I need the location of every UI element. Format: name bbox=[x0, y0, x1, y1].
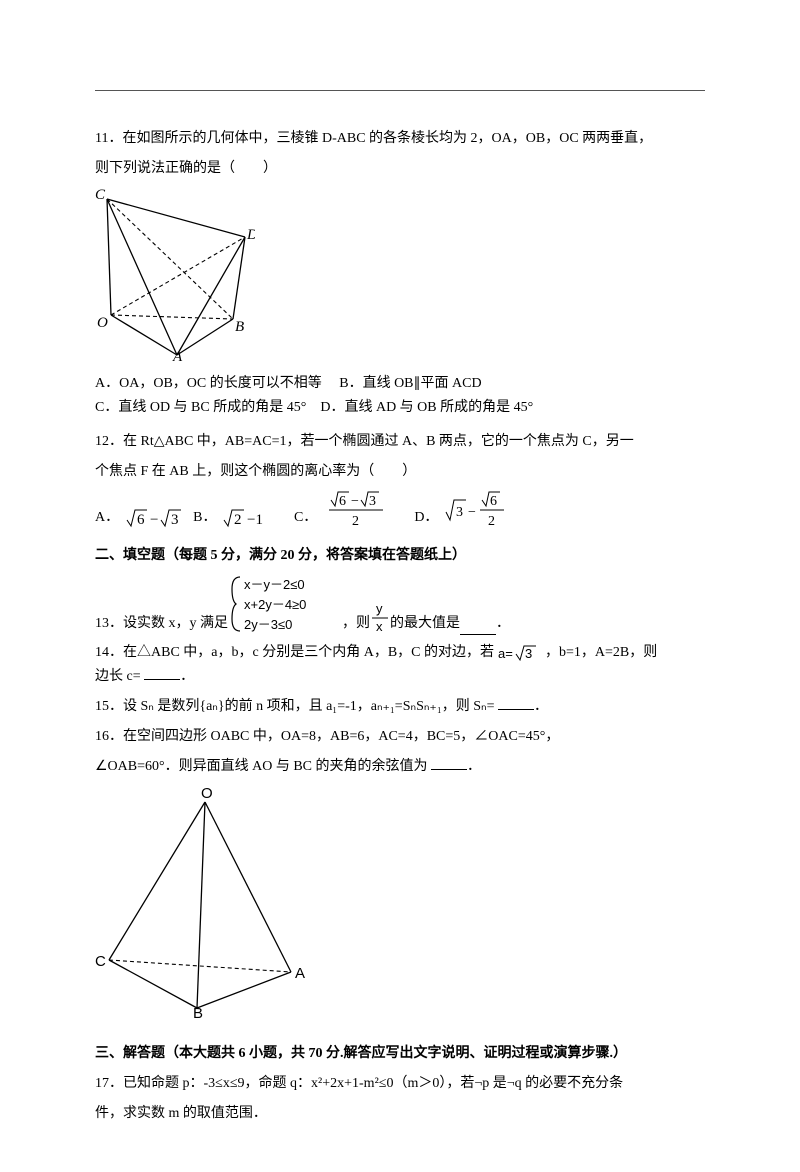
formula-sqrt2-minus-1: 2 −1 bbox=[222, 506, 278, 530]
q11-options: A．OA，OB，OC 的长度可以不相等 B．直线 OB∥平面 ACD C．直线 … bbox=[95, 372, 705, 420]
q13-frac-yx: y x bbox=[370, 601, 390, 635]
q11-optD: D．直线 AD 与 OB 所成的角是 45° bbox=[320, 400, 533, 415]
svg-text:3: 3 bbox=[456, 505, 463, 520]
q16-figure: O C A B bbox=[95, 784, 705, 1028]
q14-blank bbox=[144, 667, 180, 680]
formula-sqrt3-minus-sqrt6-over-2: 3 − 6 2 bbox=[444, 490, 520, 530]
label-O2: O bbox=[201, 785, 213, 802]
q14-post1: ，b=1，A=2B，则 bbox=[545, 645, 657, 660]
q13-post: 的最大值是 bbox=[390, 612, 460, 636]
q13-frac-bot: x bbox=[376, 619, 383, 634]
svg-text:6: 6 bbox=[490, 494, 497, 509]
q11-optA: A．OA，OB，OC 的长度可以不相等 bbox=[95, 376, 322, 391]
svg-text:−: − bbox=[351, 494, 359, 509]
q14-a-eq-sqrt3: a= 3 bbox=[498, 643, 542, 663]
q11-figure: C D O B A bbox=[95, 187, 705, 371]
q16-blank bbox=[431, 757, 467, 770]
q12-line1: 12．在 Rt△ABC 中，AB=AC=1，若一个椭圆通过 A、B 两点，它的一… bbox=[95, 430, 705, 454]
svg-text:2: 2 bbox=[488, 514, 495, 529]
formula-sqrt6-minus-sqrt3-over-2: 6 − 3 2 bbox=[323, 490, 395, 530]
q17-line1: 17．已知命题 p：-3≤x≤9，命题 q：x²+2x+1-m²≤0（m＞0），… bbox=[95, 1072, 705, 1096]
q11-line1: 11．在如图所示的几何体中，三棱锥 D-ABC 的各条棱长均为 2，OA，OB，… bbox=[95, 127, 705, 151]
formula-sqrt6-minus-sqrt3: 6 − 3 bbox=[125, 506, 187, 530]
q12-optC-label: C． bbox=[294, 506, 317, 530]
q11-optB: B．直线 OB∥平面 ACD bbox=[339, 376, 481, 391]
q12-optD-label: D． bbox=[414, 506, 438, 530]
svg-text:2: 2 bbox=[352, 514, 359, 529]
svg-text:3: 3 bbox=[369, 494, 376, 509]
q16-line2: ∠OAB=60°．则异面直线 AO 与 BC 的夹角的余弦值为 bbox=[95, 759, 428, 774]
top-rule bbox=[95, 90, 705, 91]
q12-options: A． 6 − 3 B． 2 −1 C． 6 − bbox=[95, 490, 705, 530]
q15-blank bbox=[498, 697, 534, 710]
svg-text:3: 3 bbox=[525, 646, 532, 661]
q13-pre: 13．设实数 x，y 满足 bbox=[95, 612, 228, 636]
q13-blank bbox=[460, 622, 496, 635]
label-A2: A bbox=[295, 965, 305, 982]
q13-frac-top: y bbox=[376, 601, 383, 616]
section2-title: 二、填空题（每题 5 分，满分 20 分，将答案填在答题纸上） bbox=[95, 544, 705, 568]
q12-optA-label: A． bbox=[95, 506, 119, 530]
q14: 14．在△ABC 中，a，b，c 分别是三个内角 A，B，C 的对边，若 a= … bbox=[95, 641, 705, 689]
q13-mid: ，则 bbox=[342, 612, 370, 636]
q13-sys-line1: x－y－2≤0 bbox=[244, 577, 305, 592]
section3-title: 三、解答题（本大题共 6 小题，共 70 分.解答应写出文字说明、证明过程或演算… bbox=[95, 1042, 705, 1066]
svg-text:6: 6 bbox=[137, 512, 145, 528]
q11-optC: C．直线 OD 与 BC 所成的角是 45° bbox=[95, 400, 306, 415]
svg-text:2: 2 bbox=[234, 512, 242, 528]
tetrahedron-dabc-diagram: C D O B A bbox=[95, 187, 255, 362]
q14-line2: 边长 c= bbox=[95, 669, 141, 684]
q14-pre: 14．在△ABC 中，a，b，c 分别是三个内角 A，B，C 的对边，若 bbox=[95, 645, 498, 660]
svg-text:−1: −1 bbox=[247, 512, 263, 528]
svg-text:−: − bbox=[468, 505, 476, 520]
label-C: C bbox=[95, 187, 106, 203]
q15-text: 15．设 Sₙ 是数列{aₙ}的前 n 项和，且 a₁=-1，aₙ₊₁=SₙSₙ… bbox=[95, 699, 494, 714]
q11-line2: 则下列说法正确的是（ ） bbox=[95, 157, 705, 181]
label-B: B bbox=[235, 319, 244, 335]
svg-text:−: − bbox=[150, 512, 158, 528]
label-B2: B bbox=[193, 1005, 203, 1019]
label-D: D bbox=[246, 227, 255, 243]
q12-line2: 个焦点 F 在 AB 上，则这个椭圆的离心率为（ ） bbox=[95, 460, 705, 484]
q13-sys-line3: 2y－3≤0 bbox=[244, 617, 292, 632]
exam-page: 11．在如图所示的几何体中，三棱锥 D-ABC 的各条棱长均为 2，OA，OB，… bbox=[0, 0, 800, 1172]
q16-line2-wrap: ∠OAB=60°．则异面直线 AO 与 BC 的夹角的余弦值为 ． bbox=[95, 755, 705, 779]
q17-line2: 件，求实数 m 的取值范围． bbox=[95, 1102, 705, 1126]
q15: 15．设 Sₙ 是数列{aₙ}的前 n 项和，且 a₁=-1，aₙ₊₁=SₙSₙ… bbox=[95, 695, 705, 719]
q13: 13．设实数 x，y 满足 x－y－2≤0 x+2y－4≥0 2y－3≤0 ，则… bbox=[95, 573, 705, 635]
q12-optB-label: B． bbox=[193, 506, 216, 530]
svg-text:6: 6 bbox=[339, 494, 346, 509]
svg-text:3: 3 bbox=[171, 512, 179, 528]
q13-sys-line2: x+2y－4≥0 bbox=[244, 597, 306, 612]
tetrahedron-oabc-diagram: O C A B bbox=[95, 784, 315, 1019]
q16-line1: 16．在空间四边形 OABC 中，OA=8，AB=6，AC=4，BC=5，∠OA… bbox=[95, 725, 705, 749]
label-O: O bbox=[97, 315, 108, 331]
svg-text:a=: a= bbox=[498, 646, 513, 661]
q13-system: x－y－2≤0 x+2y－4≥0 2y－3≤0 bbox=[230, 573, 340, 635]
label-A: A bbox=[172, 349, 183, 362]
label-C2: C bbox=[95, 953, 106, 970]
